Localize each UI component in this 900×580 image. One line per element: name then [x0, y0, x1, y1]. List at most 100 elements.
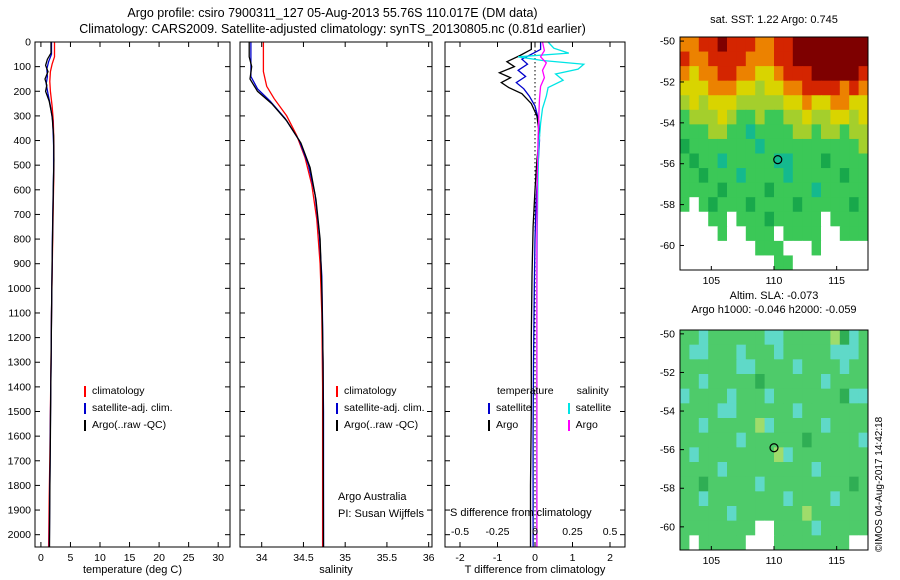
sla-map-heatmap-cell [698, 462, 709, 478]
sst-map-heatmap-cell [736, 197, 747, 213]
sst-map-heatmap-cell [774, 211, 784, 227]
sla-map-heatmap-cell [727, 535, 737, 551]
sla-map-heatmap-cell [802, 403, 813, 419]
legend-item-satellite-clim: satellite-adj. clim. [336, 400, 425, 417]
sla-map-heatmap-cell [689, 476, 700, 492]
sst-map-heatmap-cell [802, 66, 813, 82]
sst-map-heatmap-cell [708, 124, 719, 140]
sst-map-heatmap-cell [764, 138, 775, 154]
sst-map-heatmap-cell [783, 37, 794, 53]
sla-map-heatmap-cell [736, 535, 747, 551]
sst-map-heatmap-cell [755, 197, 766, 213]
sla-map-heatmap-cell [727, 418, 737, 434]
sla-map-heatmap-cell [792, 506, 803, 522]
sst-map-x-tick-label: 110 [766, 275, 783, 287]
sst-map-heatmap-cell [839, 211, 850, 227]
sst-map-heatmap-cell [839, 153, 850, 169]
sst-map-heatmap-cell [755, 109, 766, 125]
sst-map-heatmap-cell [774, 197, 784, 213]
sla-map-heatmap-cell [821, 535, 831, 551]
temperature-profile-y-tick-label: 1100 [8, 307, 31, 319]
sla-map-heatmap-cell [727, 432, 737, 448]
sst-map-heatmap-cell [680, 124, 690, 140]
sla-map-heatmap-cell [727, 520, 737, 536]
sla-map-heatmap-cell [821, 462, 831, 478]
sst-map-heatmap-cell [745, 226, 756, 242]
sla-map-heatmap-cell [689, 462, 700, 478]
legend-label: satellite [496, 402, 532, 414]
t-argo-line-swatch [488, 420, 490, 431]
sst-map-heatmap-cell [698, 109, 709, 125]
sst-map-x-tick-label: 115 [828, 275, 845, 287]
legend-label: satellite-adj. clim. [92, 402, 173, 414]
sst-map-heatmap-cell [689, 95, 700, 111]
sst-map-heatmap-cell [802, 168, 813, 184]
sla-map-heatmap-cell [745, 403, 756, 419]
sst-map-heatmap-cell [821, 182, 831, 198]
sst-map-heatmap-cell [708, 66, 719, 82]
sst-map-heatmap-cell [830, 153, 841, 169]
sla-map-heatmap-cell [764, 520, 775, 536]
sla-map-heatmap-cell [830, 330, 841, 346]
sla-map-heatmap-cell [689, 520, 700, 536]
sla-map-heatmap-cell [811, 476, 822, 492]
sst-map-heatmap-cell [802, 37, 813, 53]
sst-map-heatmap-cell [811, 182, 822, 198]
sst-map-heatmap-cell [849, 226, 860, 242]
sst-map-heatmap-cell [689, 211, 700, 227]
sla-map-heatmap-cell [680, 432, 690, 448]
legend-header-salinity: salinity [576, 385, 609, 397]
sst-map-heatmap-cell [802, 95, 813, 111]
sla-map-heatmap-cell [708, 418, 719, 434]
sst-map-heatmap-cell [802, 240, 813, 256]
sla-map-heatmap-cell [755, 506, 766, 522]
sst-map-heatmap-cell [736, 37, 747, 53]
legend-label: climatology [92, 385, 145, 397]
sla-map-heatmap-cell [839, 374, 850, 390]
sst-map-heatmap-cell [783, 51, 794, 67]
temperature-profile-y-tick-label: 1000 [8, 283, 32, 295]
sla-map-heatmap-cell [774, 506, 784, 522]
sst-map-heatmap-cell [849, 240, 860, 256]
sla-map-heatmap-cell [830, 374, 841, 390]
sla-map-heatmap-cell [727, 388, 737, 404]
sst-map-heatmap-cell [764, 66, 775, 82]
sst-map-heatmap-cell [792, 197, 803, 213]
sst-map-heatmap-cell [783, 211, 794, 227]
legend-label: Argo(..raw -QC) [92, 419, 167, 431]
temperature-profile-y-tick-label: 1900 [8, 505, 32, 517]
sst-map-heatmap-cell [717, 182, 728, 198]
sla-map-heatmap-cell [849, 535, 860, 551]
sla-map-y-tick-label: -54 [660, 406, 675, 418]
sst-map-heatmap-cell [727, 153, 737, 169]
sst-map-heatmap-cell [689, 51, 700, 67]
sla-map-heatmap-cell [783, 388, 794, 404]
sst-map-heatmap-cell [755, 51, 766, 67]
sla-map-heatmap-cell [783, 535, 794, 551]
sst-map-heatmap-cell [792, 226, 803, 242]
sst-map-y-tick-label: -56 [660, 158, 675, 170]
sst-map-heatmap-cell [727, 37, 737, 53]
sla-map-heatmap-cell [774, 432, 784, 448]
sla-map-heatmap-cell [821, 432, 831, 448]
sla-map-heatmap-cell [745, 388, 756, 404]
sst-map-heatmap-cell [764, 211, 775, 227]
sst-map-heatmap-cell [830, 211, 841, 227]
sst-map-heatmap-cell [849, 51, 860, 67]
sst-map-heatmap-cell [839, 255, 850, 271]
sla-map-heatmap-cell [802, 462, 813, 478]
sst-map-heatmap-cell [764, 197, 775, 213]
sst-map-heatmap-cell [858, 95, 869, 111]
sla-map-heatmap-cell [755, 374, 766, 390]
sla-map-float-position-marker [769, 443, 779, 453]
sst-map-heatmap-cell [727, 168, 737, 184]
sla-map-heatmap-cell [774, 330, 784, 346]
sla-map-heatmap-cell [727, 506, 737, 522]
sst-map-heatmap-cell [858, 226, 869, 242]
sst-map-heatmap-cell [745, 66, 756, 82]
salinity-profile-x-tick-label: 34.5 [293, 552, 314, 564]
sla-map-heatmap-cell [830, 520, 841, 536]
sst-map-heatmap-cell [727, 109, 737, 125]
sst-map-heatmap-cell [821, 51, 831, 67]
temperature-axis-label: temperature (deg C) [82, 564, 183, 576]
